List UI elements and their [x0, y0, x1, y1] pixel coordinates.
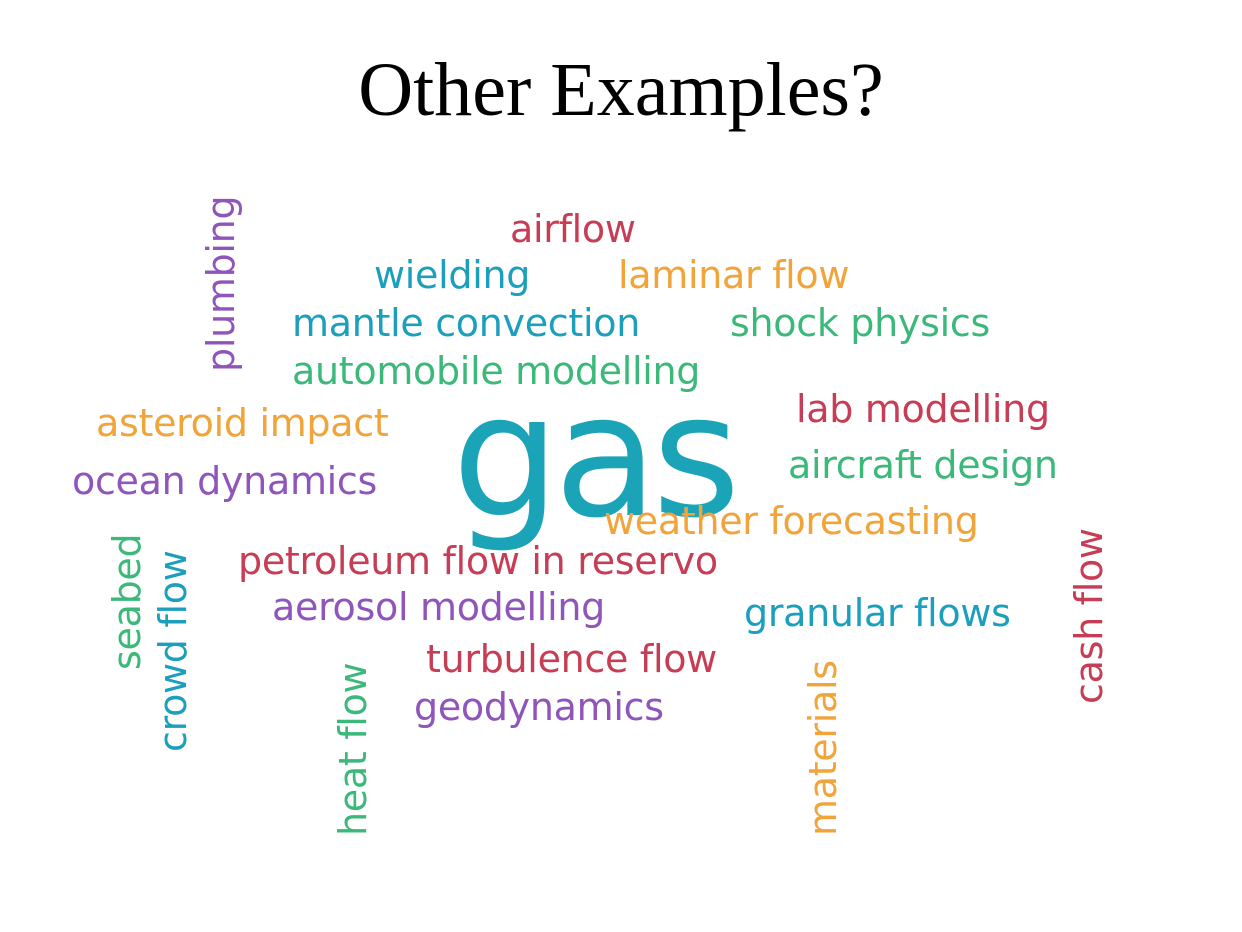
word-plumbing: plumbing	[199, 195, 243, 372]
word-granular-flows: granular flows	[744, 591, 1011, 635]
word-aerosol-modelling: aerosol modelling	[272, 585, 605, 629]
word-lab-modelling: lab modelling	[796, 387, 1050, 431]
word-automobile-modelling: automobile modelling	[292, 349, 701, 393]
slide-title: Other Examples?	[358, 48, 884, 132]
word-turbulence-flow: turbulence flow	[426, 637, 717, 681]
word-cash-flow: cash flow	[1067, 528, 1111, 704]
word-weather-forecasting: weather forecasting	[604, 499, 979, 543]
word-shock-physics: shock physics	[730, 301, 990, 345]
word-aircraft-design: aircraft design	[788, 443, 1058, 487]
word-petroleum-flow-in-reservo: petroleum flow in reservo	[238, 539, 718, 583]
word-heat-flow: heat flow	[331, 662, 375, 836]
word-airflow: airflow	[510, 207, 636, 251]
word-gas: gas	[452, 358, 741, 556]
word-seabed: seabed	[105, 533, 149, 670]
word-asteroid-impact: asteroid impact	[96, 401, 389, 445]
word-ocean-dynamics: ocean dynamics	[72, 459, 378, 503]
word-wielding: wielding	[374, 253, 531, 297]
word-laminar-flow: laminar flow	[618, 253, 850, 297]
word-geodynamics: geodynamics	[414, 685, 664, 729]
word-materials: materials	[801, 660, 845, 836]
word-mantle-convection: mantle convection	[292, 301, 640, 345]
word-crowd-flow: crowd flow	[151, 550, 195, 752]
